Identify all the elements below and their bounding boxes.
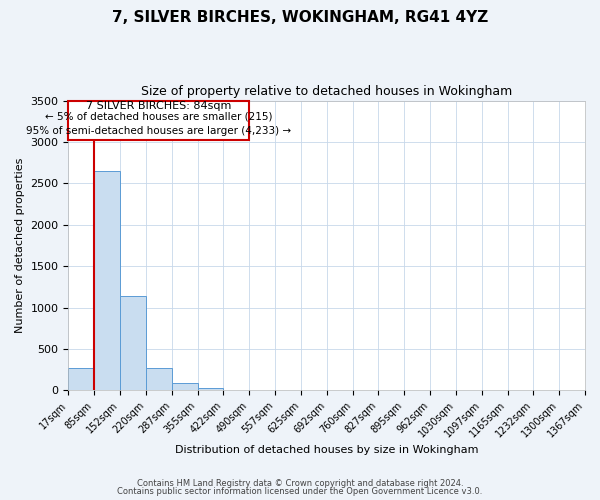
Bar [172, 384, 197, 390]
Title: Size of property relative to detached houses in Wokingham: Size of property relative to detached ho… [141, 85, 512, 98]
Text: ← 5% of detached houses are smaller (215): ← 5% of detached houses are smaller (215… [45, 112, 272, 122]
Bar [94, 171, 120, 390]
Bar [146, 368, 172, 390]
Text: Contains HM Land Registry data © Crown copyright and database right 2024.: Contains HM Land Registry data © Crown c… [137, 478, 463, 488]
Bar [197, 388, 223, 390]
Text: 95% of semi-detached houses are larger (4,233) →: 95% of semi-detached houses are larger (… [26, 126, 292, 136]
X-axis label: Distribution of detached houses by size in Wokingham: Distribution of detached houses by size … [175, 445, 478, 455]
Bar [68, 368, 94, 390]
Y-axis label: Number of detached properties: Number of detached properties [15, 158, 25, 333]
FancyBboxPatch shape [68, 102, 249, 140]
Bar [120, 296, 146, 390]
Text: 7 SILVER BIRCHES: 84sqm: 7 SILVER BIRCHES: 84sqm [86, 102, 232, 112]
Text: 7, SILVER BIRCHES, WOKINGHAM, RG41 4YZ: 7, SILVER BIRCHES, WOKINGHAM, RG41 4YZ [112, 10, 488, 25]
Text: Contains public sector information licensed under the Open Government Licence v3: Contains public sector information licen… [118, 487, 482, 496]
